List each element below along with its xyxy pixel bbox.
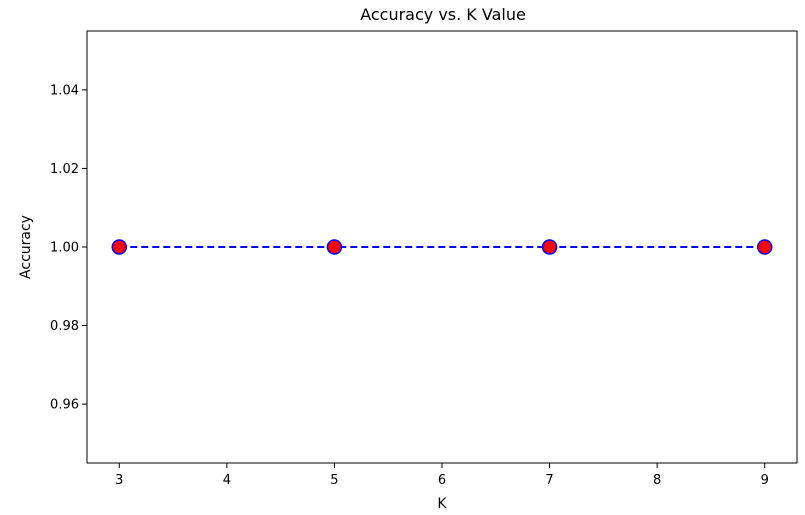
y-tick-label: 1.04 (50, 83, 79, 98)
series-layer (111, 239, 773, 255)
data-point (756, 239, 773, 255)
y-tick-label: 0.98 (50, 319, 79, 334)
y-tick-label: 1.00 (50, 241, 79, 256)
x-tick-label: 7 (545, 473, 553, 488)
x-axis: 3 4 5 6 7 8 9 (115, 463, 769, 488)
x-tick-label: 6 (438, 473, 446, 488)
y-tick-label: 1.02 (50, 162, 79, 177)
y-axis: 0.96 0.98 1.00 1.02 1.04 (50, 83, 87, 413)
y-axis-label: Accuracy (18, 215, 34, 279)
x-tick-label: 3 (115, 473, 123, 488)
data-point (326, 239, 343, 255)
x-tick-label: 8 (653, 473, 661, 488)
data-point (541, 239, 558, 255)
x-tick-label: 9 (761, 473, 769, 488)
x-axis-label: K (437, 496, 447, 512)
x-tick-label: 4 (223, 473, 231, 488)
data-point (111, 239, 128, 255)
y-tick-label: 0.96 (50, 398, 79, 413)
chart-title: Accuracy vs. K Value (360, 5, 526, 24)
x-tick-label: 5 (330, 473, 338, 488)
